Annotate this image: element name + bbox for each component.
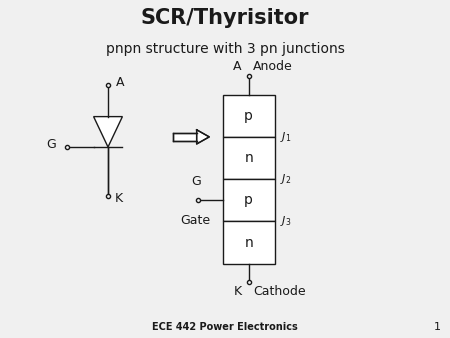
Polygon shape: [94, 117, 122, 147]
Text: Anode: Anode: [253, 61, 293, 73]
Text: p: p: [244, 193, 253, 207]
Text: SCR/Thyrisitor: SCR/Thyrisitor: [141, 8, 309, 28]
Bar: [223, 95, 274, 137]
Text: A: A: [116, 76, 125, 89]
Text: n: n: [244, 236, 253, 249]
Text: A: A: [234, 61, 242, 73]
Text: K: K: [115, 192, 123, 205]
Text: $J_3$: $J_3$: [280, 214, 291, 228]
Text: ECE 442 Power Electronics: ECE 442 Power Electronics: [152, 322, 298, 332]
Text: p: p: [244, 109, 253, 123]
Text: $J_2$: $J_2$: [280, 172, 291, 186]
Text: Cathode: Cathode: [253, 285, 306, 298]
Bar: [173, 133, 197, 141]
Text: n: n: [244, 151, 253, 165]
Bar: [223, 179, 274, 221]
Text: Gate: Gate: [181, 214, 211, 227]
Text: K: K: [234, 285, 242, 298]
Text: G: G: [46, 138, 56, 151]
Text: G: G: [191, 175, 201, 189]
Bar: [223, 221, 274, 264]
Polygon shape: [197, 130, 209, 144]
Bar: [223, 137, 274, 179]
Text: 1: 1: [434, 322, 441, 332]
Text: $J_1$: $J_1$: [280, 130, 291, 144]
Text: pnpn structure with 3 pn junctions: pnpn structure with 3 pn junctions: [106, 42, 344, 56]
